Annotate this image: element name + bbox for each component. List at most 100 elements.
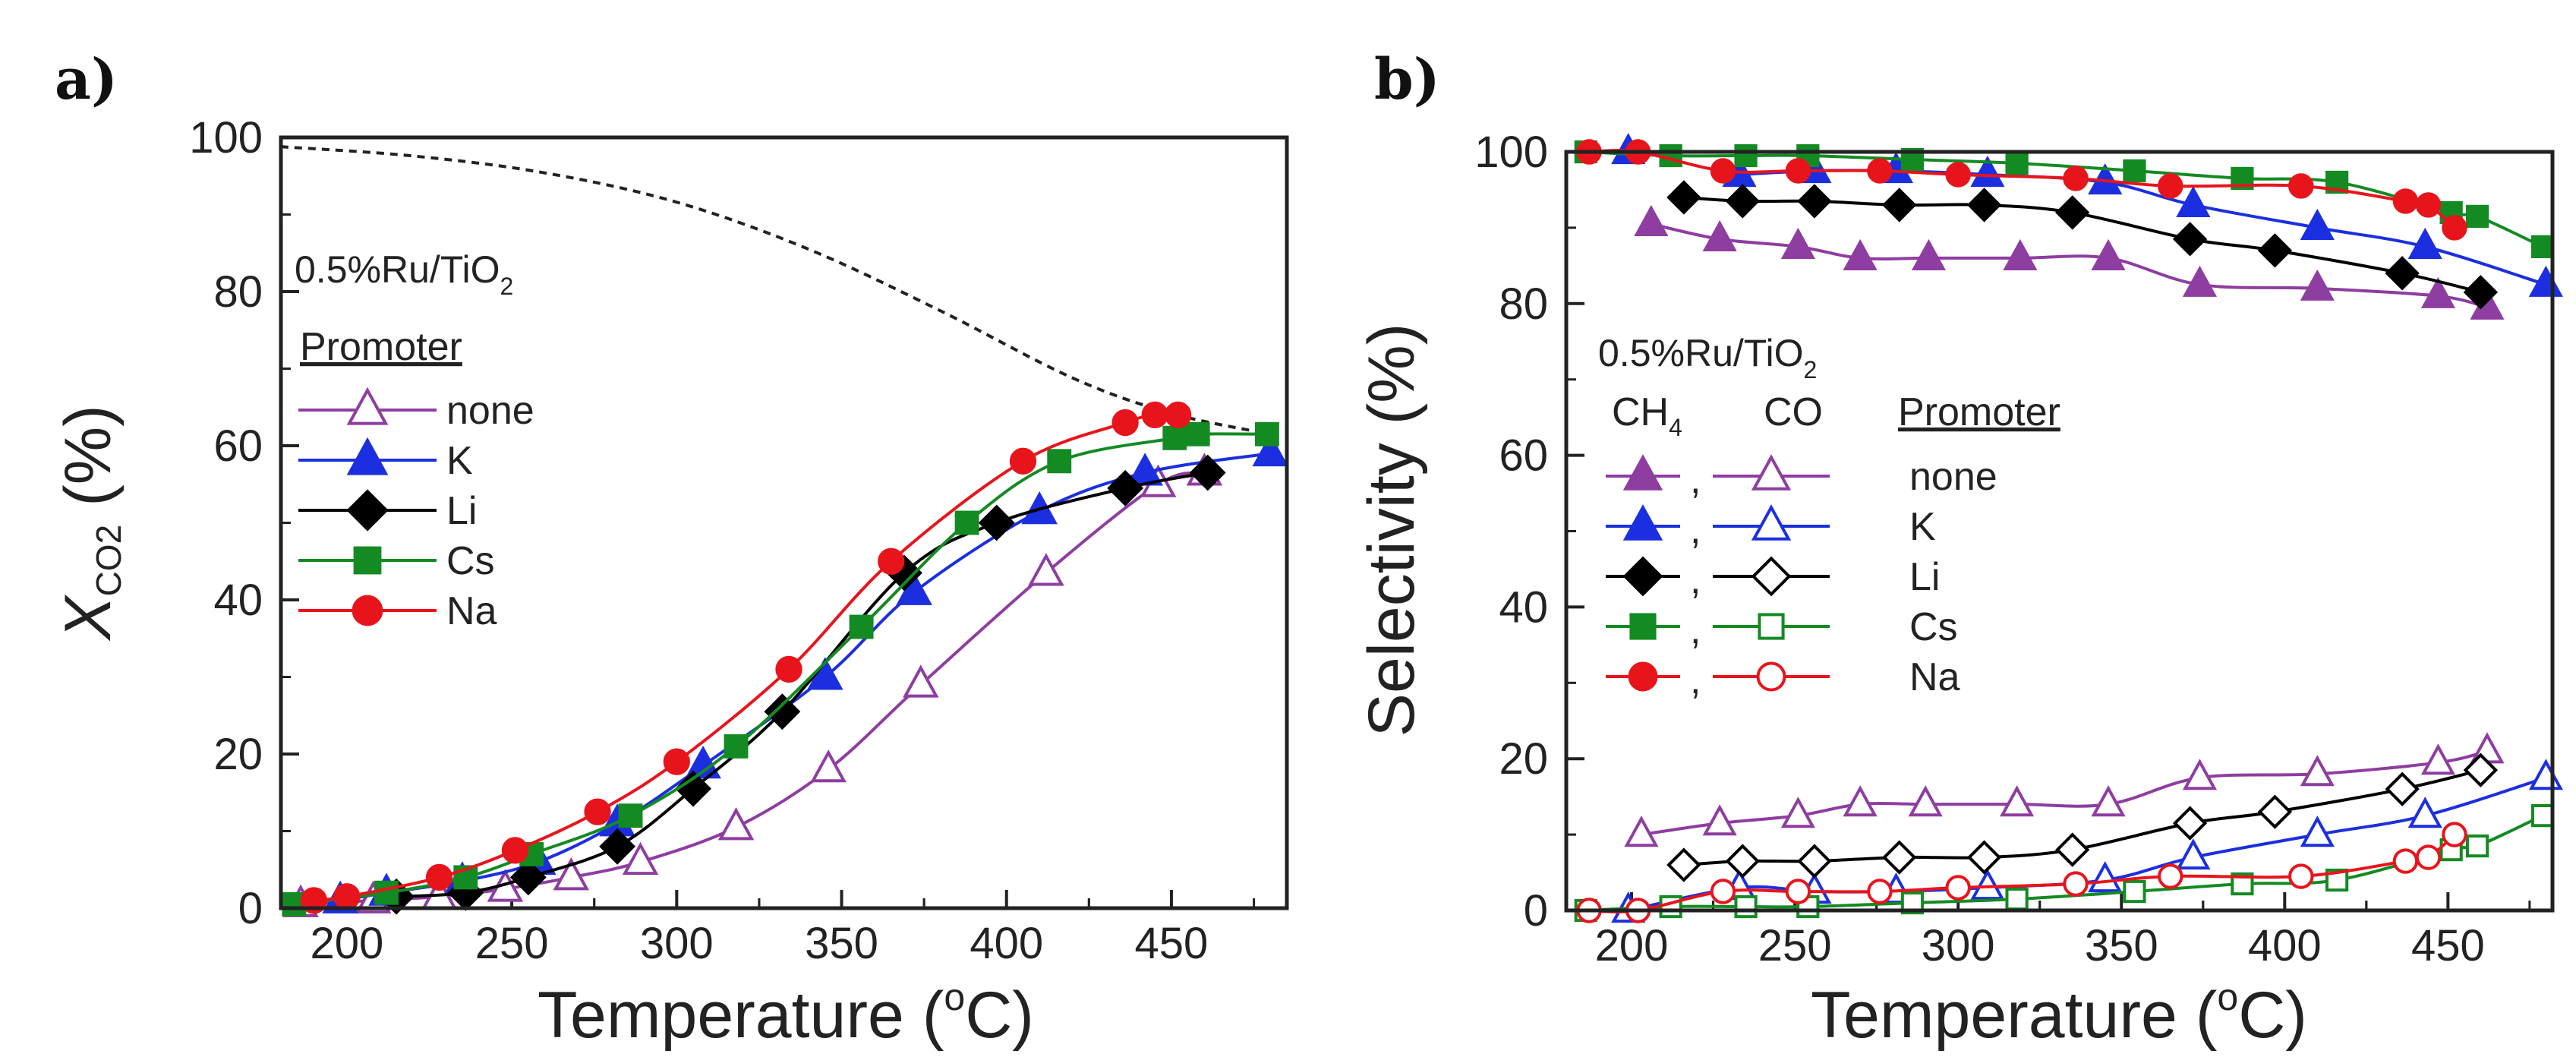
ch4-point-cs bbox=[1659, 144, 1682, 168]
point-cs bbox=[1047, 449, 1072, 474]
legend-label-k: K bbox=[1909, 505, 1936, 549]
panel-a-y-tick-label: 20 bbox=[213, 730, 263, 779]
panel-b-series bbox=[1574, 133, 2563, 923]
ch4-point-li bbox=[1725, 184, 1760, 219]
co-point-li bbox=[1966, 840, 2002, 875]
ch4-point-li bbox=[1666, 180, 1701, 215]
point-li bbox=[599, 828, 636, 865]
ch4-point-li bbox=[1797, 184, 1832, 219]
co-point-none bbox=[2091, 785, 2126, 817]
ch4-point-none bbox=[1911, 238, 1947, 270]
co-point-li bbox=[1797, 844, 1832, 879]
legend-ch4-marker-k bbox=[1622, 504, 1663, 541]
co-point-k bbox=[2528, 759, 2563, 790]
panel-b-x-tick-label: 300 bbox=[1922, 921, 1995, 970]
ch4-point-cs bbox=[2005, 151, 2029, 175]
co-line-none bbox=[1641, 749, 2488, 837]
point-li bbox=[978, 504, 1015, 541]
legend-co-marker-li bbox=[1751, 556, 1792, 597]
panel-a-series bbox=[282, 401, 1289, 917]
ch4-point-na bbox=[2288, 173, 2314, 199]
co-point-na bbox=[1867, 879, 1893, 904]
panel-a-y-tick-label: 0 bbox=[238, 884, 263, 933]
point-na bbox=[1164, 401, 1192, 429]
panel-a-y-tick-label: 80 bbox=[213, 267, 263, 317]
point-na bbox=[1111, 409, 1139, 437]
panel-a-x-axis-title: Temperature (oC) bbox=[538, 976, 1034, 1052]
panel-a-y-tick-label: 40 bbox=[213, 576, 263, 625]
point-na bbox=[584, 798, 611, 825]
ch4-point-cs bbox=[1734, 144, 1758, 168]
legend-ch4-marker-none bbox=[1622, 454, 1663, 491]
point-na bbox=[1009, 447, 1037, 475]
point-li bbox=[1107, 469, 1144, 506]
point-li bbox=[1189, 454, 1226, 491]
point-li bbox=[509, 859, 547, 896]
co-point-na bbox=[2442, 822, 2467, 847]
legend-marker-li bbox=[346, 489, 389, 532]
panel-b-catalyst-note: 0.5%Ru/TiO2 bbox=[1598, 332, 1817, 383]
co-point-k bbox=[2088, 861, 2123, 893]
co-point-cs bbox=[2530, 804, 2555, 828]
legend-marker-k bbox=[346, 437, 389, 475]
panel-b-y-axis-title: Selectivity (%) bbox=[1355, 323, 1428, 737]
panel-a-x-tick-label: 350 bbox=[805, 919, 878, 968]
panel-b-label: b) bbox=[1374, 47, 1440, 112]
legend-co-marker-cs bbox=[1758, 613, 1785, 640]
legend-co-marker-none bbox=[1751, 454, 1792, 491]
point-k bbox=[896, 572, 932, 605]
panel-b-y-tick-label: 60 bbox=[1499, 431, 1548, 481]
panel-a-x-tick-label: 200 bbox=[310, 919, 383, 968]
co-point-cs bbox=[1734, 895, 1758, 919]
point-na bbox=[775, 655, 802, 683]
panel-a-x-tick-label: 400 bbox=[970, 919, 1043, 968]
panel-b: b) 0 20 40 60 80 100 200 250 300 350 400 450 0.5%R… bbox=[1355, 47, 2563, 1052]
legend-separator: , bbox=[1690, 458, 1701, 502]
point-na bbox=[1141, 401, 1168, 429]
panel-b-x-tick-label: 450 bbox=[2411, 921, 2485, 970]
legend-co-marker-k bbox=[1751, 504, 1792, 541]
ch4-point-k bbox=[1970, 155, 2005, 188]
panel-a-y-tick-label: 60 bbox=[213, 421, 263, 471]
co-point-none bbox=[2420, 743, 2456, 775]
co-point-none bbox=[2000, 785, 2035, 817]
point-none bbox=[903, 664, 939, 698]
panel-b-y-tick-labels: 0 20 40 60 80 100 bbox=[1474, 128, 1548, 936]
co-point-na bbox=[1785, 879, 1811, 904]
legend-ch4-marker-cs bbox=[1629, 613, 1657, 640]
panel-b-legend: , none, K, Li, Cs, Na bbox=[1606, 454, 1997, 702]
panel-b-x-tick-label: 250 bbox=[1758, 921, 1832, 970]
ch4-point-cs bbox=[2530, 235, 2555, 258]
legend-separator: , bbox=[1690, 658, 1701, 702]
ch4-line-none bbox=[1651, 222, 2488, 309]
ch4-point-li bbox=[2385, 256, 2420, 291]
ch4-point-li bbox=[1882, 188, 1917, 222]
legend-label-cs: Cs bbox=[446, 539, 495, 583]
point-k bbox=[807, 657, 843, 690]
co-point-na bbox=[2288, 863, 2314, 889]
co-point-cs bbox=[1659, 895, 1682, 919]
legend-label-li: Li bbox=[446, 489, 477, 533]
point-cs bbox=[374, 880, 399, 905]
legend-label-none: none bbox=[1909, 455, 1997, 499]
ch4-point-none bbox=[1843, 238, 1878, 270]
panel-b-x-tick-label: 400 bbox=[2248, 921, 2322, 970]
point-none bbox=[622, 841, 659, 876]
panel-a-y-tick-label: 100 bbox=[189, 113, 263, 162]
point-li bbox=[764, 693, 801, 730]
point-none bbox=[1028, 553, 1064, 586]
panel-a-x-tick-label: 450 bbox=[1135, 919, 1209, 968]
co-point-li bbox=[2385, 771, 2420, 806]
panel-b-tick-marks bbox=[1566, 150, 2531, 912]
point-cs bbox=[849, 614, 874, 639]
legend-label-cs: Cs bbox=[1909, 605, 1958, 649]
equilibrium-curve bbox=[280, 145, 1271, 436]
co-point-none bbox=[1908, 785, 1943, 817]
legend-separator: , bbox=[1690, 558, 1701, 602]
ch4-point-cs bbox=[2465, 204, 2489, 229]
legend-header-ch4: CH4 bbox=[1612, 390, 1682, 441]
point-na bbox=[878, 547, 905, 575]
co-point-na bbox=[1710, 879, 1736, 904]
point-li bbox=[675, 770, 711, 807]
co-point-na bbox=[2063, 871, 2089, 897]
